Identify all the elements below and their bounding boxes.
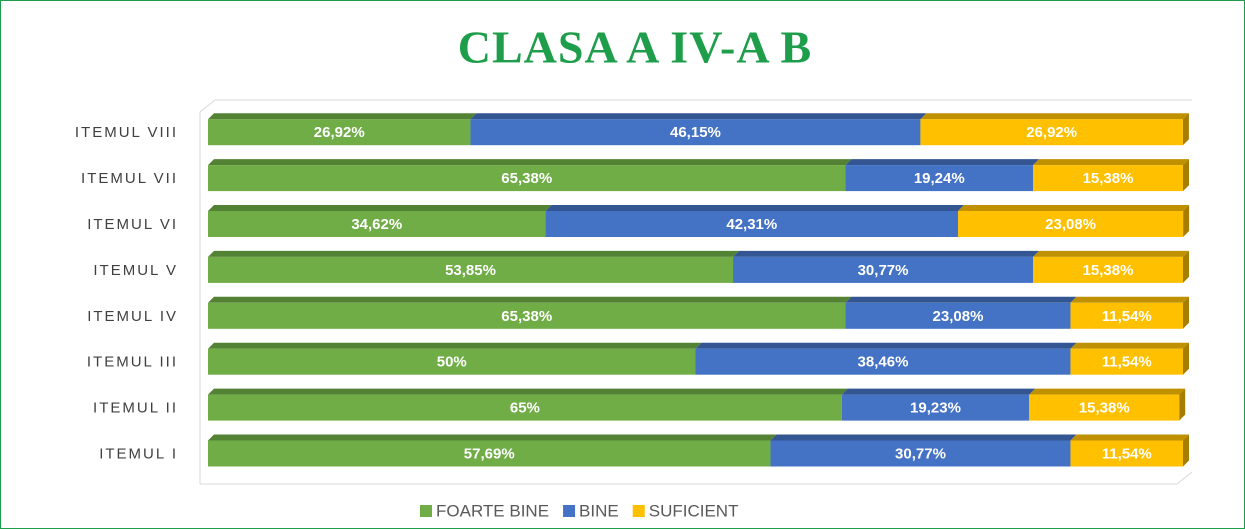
bar-top [1033,159,1189,166]
bar-top [770,434,1077,441]
bar [545,211,959,237]
value-label: 11,54% [1102,445,1152,462]
bar-top [208,250,740,257]
value-label: 57,69% [464,445,515,462]
bar [1070,302,1183,329]
value-label: 65% [510,400,540,417]
bar [208,302,846,329]
value-label: 11,54% [1102,308,1152,325]
bar-top [695,342,1077,349]
value-label: 38,46% [858,354,909,371]
category-label: ITEMUL VI [87,216,178,233]
bar-top [208,434,777,441]
bar [733,256,1034,283]
value-label: 19,23% [910,400,961,417]
bar [470,119,921,146]
bar-top [1070,342,1189,349]
bar [1033,256,1183,283]
bar [208,256,734,283]
bar [208,348,696,375]
category-label: ITEMUL IV [87,308,178,325]
bar [208,440,771,467]
chart-title: CLASA A IV-A B [458,22,812,73]
bar [1070,348,1183,375]
bar-side [1183,434,1189,467]
value-label: 15,38% [1079,400,1130,417]
bar-top [841,388,1036,395]
category-label: ITEMUL I [99,445,178,462]
bar-top [1029,388,1186,395]
bar [920,119,1183,146]
category-label: ITEMUL VIII [75,124,178,141]
bar [841,394,1030,421]
bar-top [920,113,1189,120]
bar-top [470,113,927,120]
value-label: 15,38% [1083,170,1134,187]
legend-swatch [563,505,576,517]
bar [1070,440,1183,467]
bar [1033,165,1183,192]
value-label: 19,24% [914,170,965,187]
bar-top [545,205,965,211]
value-label: 26,92% [314,124,365,141]
bar-top [1033,250,1189,257]
legend-swatch [420,505,432,517]
bar-top [208,113,477,120]
value-label: 53,85% [445,262,496,279]
bar-top [958,205,1190,211]
category-label: ITEMUL VII [81,170,178,187]
value-label: 34,62% [351,216,402,233]
bar-top [845,159,1040,166]
value-label: 23,08% [1045,216,1096,233]
bar-top [208,388,848,395]
category-label: ITEMUL V [93,262,178,279]
value-label: 11,54% [1102,354,1152,371]
bar [845,165,1034,192]
bar-top [845,296,1077,303]
bar [208,394,842,421]
bar [958,211,1184,237]
back-wall [199,99,1192,484]
value-label: 26,92% [1026,124,1077,141]
category-label: ITEMUL II [93,400,178,417]
bar-top [208,159,852,166]
bar-side [1183,159,1189,192]
value-label: 65,38% [501,170,552,187]
floor [200,471,1193,485]
bar [208,211,546,237]
value-label: 30,77% [895,445,946,462]
value-label: 50% [437,354,467,371]
bar-top [208,296,852,303]
value-label: 30,77% [858,262,909,279]
bar [695,348,1071,375]
bar-top [733,250,1040,257]
value-label: 42,31% [726,216,777,233]
value-label: 46,15% [670,124,721,141]
bar [770,440,1071,467]
value-label: 65,38% [501,308,552,325]
bar-side [1182,113,1189,146]
legend-label: FOARTE BINE [436,501,549,520]
legend-label: SUFICIENT [649,501,739,520]
bar [208,119,471,146]
bar-side [1183,342,1189,375]
bar-top [208,205,552,211]
bar-top [1070,296,1189,303]
bar [208,165,846,192]
bar-side [1179,388,1186,421]
legend-swatch [632,505,645,517]
category-label: ITEMUL III [87,354,178,371]
bar [1029,394,1180,421]
value-label: 23,08% [933,308,984,325]
legend-label: BINE [579,501,619,520]
value-label: 15,38% [1083,262,1134,279]
bar-top [1070,434,1189,441]
bar-side [1183,250,1189,283]
bar-top [208,342,702,349]
bar-side [1183,296,1189,329]
bar [845,302,1071,329]
bar-side [1183,205,1190,237]
